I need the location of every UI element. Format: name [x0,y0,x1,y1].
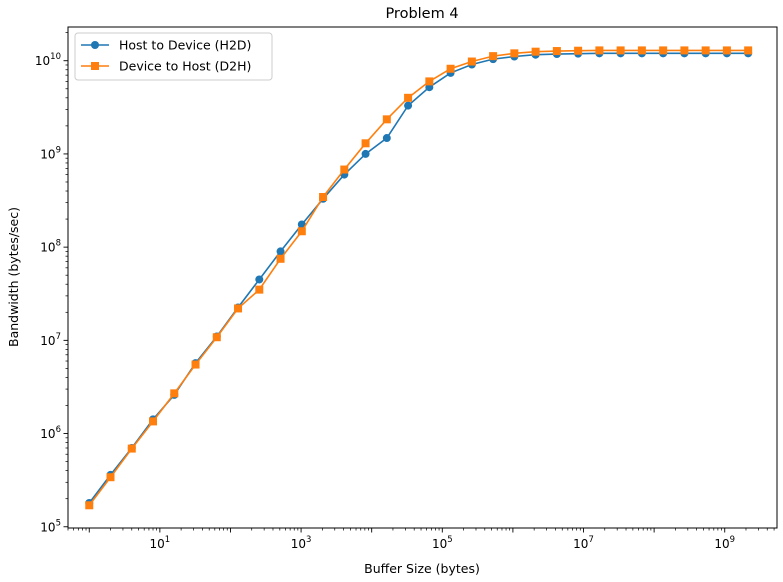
data-point [574,46,583,55]
x-axis-label: Buffer Size (bytes) [364,561,480,576]
data-point [127,444,136,453]
data-point [425,77,434,86]
data-point [467,57,476,66]
data-point [276,247,285,256]
x-tick-label: 105 [432,535,453,551]
legend: Host to Device (H2D) Device to Host (D2H) [74,32,273,81]
data-point [85,501,94,510]
series-line [88,49,749,506]
data-point [404,93,413,102]
x-axis: 101 103 105 107 109 [67,528,775,551]
y-tick-label: 107 [40,332,61,348]
x-tick-label: 101 [150,535,171,551]
chart-title: Problem 4 [385,6,458,22]
data-point [191,360,200,369]
series-1 [85,49,753,507]
data-point [361,149,370,158]
y-axis-label: Bandwidth (bytes/sec) [6,207,21,347]
legend-box [74,32,273,81]
legend-label: Device to Host (D2H) [119,59,251,74]
data-point [361,139,370,148]
data-point [255,285,264,294]
data-point [234,304,243,313]
data-point [489,52,498,61]
plot-area [85,46,753,510]
data-point [722,46,731,55]
y-tick-label: 105 [40,518,61,534]
data-point [170,389,179,398]
data-point [595,46,604,55]
data-point [637,46,646,55]
data-point [382,115,391,124]
data-point [552,47,561,56]
data-point [382,134,391,143]
data-point [319,193,328,202]
y-tick-label: 1010 [35,52,61,68]
data-point [446,64,455,73]
data-point [680,46,689,55]
series-line [88,52,749,504]
legend-label: Host to Device (H2D) [119,38,251,53]
data-point [149,417,158,426]
data-point [297,220,306,229]
data-point [297,227,306,236]
y-tick-label: 106 [40,425,61,441]
y-axis: 105 106 107 108 109 1010 [35,32,68,534]
legend-marker [91,62,99,70]
x-tick-label: 107 [573,535,594,551]
data-point [340,165,349,174]
x-tick-label: 109 [714,535,735,551]
y-tick-label: 108 [40,239,61,255]
axes-frame [67,26,778,529]
data-point [255,275,264,284]
data-point [276,254,285,263]
x-tick-label: 103 [291,535,312,551]
data-point [510,49,519,58]
data-point [659,46,668,55]
y-tick-label: 109 [40,145,61,161]
data-point [106,473,115,482]
legend-entry: Device to Host (D2H) [81,59,251,74]
data-point [616,46,625,55]
data-point [701,46,710,55]
series-2 [85,46,753,510]
data-point [531,47,540,56]
data-point [212,333,221,342]
data-point [404,101,413,110]
data-point [744,46,753,55]
legend-marker [91,41,99,49]
legend-entry: Host to Device (H2D) [81,38,251,53]
